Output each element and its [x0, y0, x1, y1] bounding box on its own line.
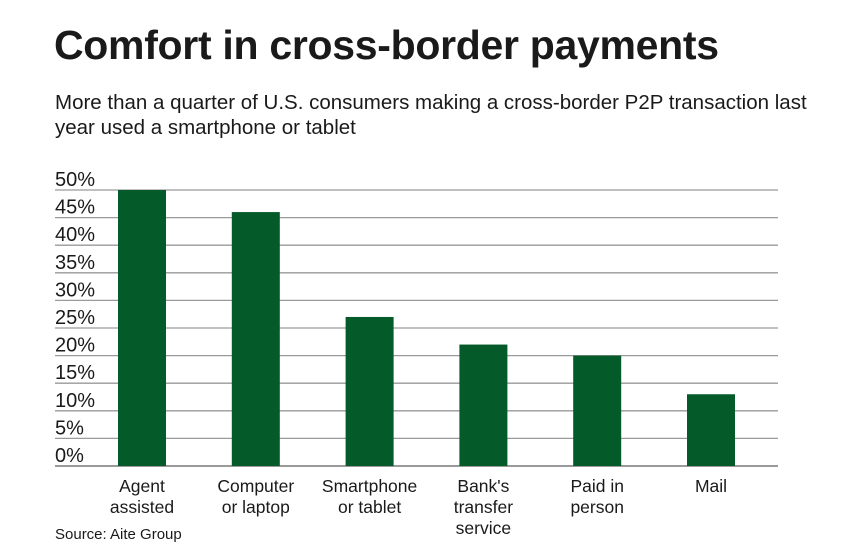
y-tick-label: 15%: [55, 362, 95, 384]
y-tick-label: 35%: [55, 252, 95, 274]
chart-title: Comfort in cross-border payments: [54, 22, 719, 68]
x-category-label: or tablet: [338, 497, 401, 517]
source-note: Source: Aite Group: [55, 526, 182, 543]
x-category-label: Smartphone: [322, 476, 417, 496]
y-tick-label: 45%: [55, 197, 95, 219]
y-tick-label: 50%: [55, 169, 95, 191]
x-category-label: Bank's: [457, 476, 509, 496]
bar: [118, 190, 166, 466]
bar: [573, 355, 622, 466]
y-tick-label: 10%: [55, 390, 95, 412]
x-category-label: Computer: [217, 476, 294, 496]
y-tick-label: 0%: [55, 445, 84, 467]
chart-subtitle: More than a quarter of U.S. consumers ma…: [55, 91, 807, 139]
y-tick-label: 30%: [55, 279, 95, 301]
bar: [459, 344, 508, 466]
x-category-label: Mail: [695, 476, 727, 496]
x-category-label: or laptop: [222, 497, 290, 517]
x-category-label: Paid in: [570, 476, 624, 496]
y-tick-label: 5%: [55, 417, 84, 439]
y-tick-label: 40%: [55, 224, 95, 246]
x-category-label: transfer: [454, 497, 513, 517]
bar: [345, 316, 394, 466]
y-tick-label: 25%: [55, 307, 95, 329]
x-category-label: Agent: [119, 476, 165, 496]
x-category-label: service: [456, 518, 511, 538]
bar: [231, 212, 280, 466]
x-category-label: person: [570, 497, 624, 517]
bar: [687, 394, 735, 466]
y-tick-label: 20%: [55, 335, 95, 357]
x-category-label: assisted: [110, 497, 174, 517]
